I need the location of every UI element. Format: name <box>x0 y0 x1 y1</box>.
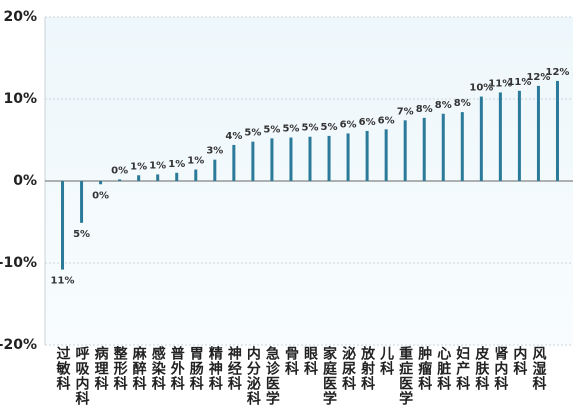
bar <box>118 179 122 181</box>
bar <box>536 85 540 181</box>
value-label: 1% <box>168 159 185 170</box>
value-label: 11% <box>507 77 531 88</box>
x-tick-label: 呼吸内科 <box>73 346 90 406</box>
bar <box>289 137 293 181</box>
value-label: 1% <box>130 161 147 172</box>
y-tick-label: -10% <box>0 255 37 271</box>
x-tick-label: 重症医学 <box>397 346 414 406</box>
value-label: 12% <box>546 67 570 78</box>
x-tick-label: 皮肤科 <box>473 346 490 391</box>
value-label: 5% <box>302 123 319 134</box>
value-label: 3% <box>206 146 223 157</box>
value-label: 4% <box>225 131 242 142</box>
x-tick-label: 内科 <box>511 346 528 376</box>
x-tick-label: 心脏科 <box>435 346 452 391</box>
bar <box>403 120 407 181</box>
bar <box>175 172 179 181</box>
y-tick-label: 0% <box>13 173 37 189</box>
value-label: 0% <box>111 165 128 176</box>
x-tick-label: 内分泌科 <box>244 346 261 406</box>
x-tick-label: 病理科 <box>92 346 109 391</box>
bar <box>156 174 160 181</box>
x-tick-label: 眼科 <box>302 346 318 376</box>
bar <box>422 117 426 181</box>
bar <box>137 175 141 181</box>
value-label: 6% <box>340 119 357 130</box>
x-tick-label: 家庭医学 <box>321 346 338 406</box>
value-label: 5% <box>73 229 90 240</box>
value-label: 8% <box>454 98 471 109</box>
value-label: 12% <box>526 72 550 83</box>
x-tick-label: 放射科 <box>359 346 376 391</box>
y-tick-label: 10% <box>3 91 37 107</box>
value-label: 5% <box>263 124 280 135</box>
x-tick-label: 普外科 <box>168 346 185 391</box>
value-label: 5% <box>244 128 261 139</box>
bar <box>479 96 483 181</box>
value-label: 1% <box>187 156 204 167</box>
bar <box>251 141 255 181</box>
bar <box>346 133 350 181</box>
x-tick-label: 胃肠科 <box>187 346 204 391</box>
bar <box>555 80 559 181</box>
x-tick-label: 急诊医学 <box>263 346 280 406</box>
bar <box>441 113 445 181</box>
bar <box>384 129 388 181</box>
x-tick-label: 神经科 <box>225 346 242 391</box>
value-label: 7% <box>397 106 414 117</box>
value-label: 1% <box>149 160 166 171</box>
bar <box>327 135 331 181</box>
bar <box>270 138 274 181</box>
x-tick-label: 儿科 <box>378 346 395 376</box>
x-tick-label: 骨科 <box>282 346 299 376</box>
bar <box>308 136 312 181</box>
bar <box>232 144 236 181</box>
value-label: 6% <box>378 115 395 126</box>
x-tick-label: 过敏科 <box>54 346 71 391</box>
bar <box>213 159 217 181</box>
bar <box>498 92 502 181</box>
value-label: 5% <box>282 124 299 135</box>
x-tick-label: 麻醉科 <box>130 346 147 391</box>
value-label: 5% <box>321 122 338 133</box>
value-label: 10% <box>469 83 493 94</box>
y-tick-label: 20% <box>3 9 37 25</box>
value-label: 6% <box>359 117 376 128</box>
x-tick-label: 肾内科 <box>492 346 509 391</box>
value-label: 8% <box>416 104 433 115</box>
x-tick-label: 肿瘤科 <box>416 346 433 391</box>
x-tick-label: 妇产科 <box>454 346 471 391</box>
x-tick-label: 泌尿科 <box>340 346 357 391</box>
bar <box>61 181 65 270</box>
bar <box>460 112 464 181</box>
bar <box>80 181 84 223</box>
value-label: 11% <box>488 78 512 89</box>
value-label: 11% <box>51 276 75 287</box>
x-tick-label: 感染科 <box>149 346 166 391</box>
x-tick-label: 精神科 <box>206 346 223 391</box>
bar <box>99 181 103 185</box>
bar <box>517 90 521 181</box>
value-label: 0% <box>92 190 109 201</box>
x-tick-label: 风湿科 <box>530 346 547 391</box>
y-tick-label: -20% <box>0 337 37 353</box>
bar <box>194 169 198 181</box>
bar <box>365 130 369 181</box>
value-label: 8% <box>435 100 452 111</box>
x-tick-label: 整形科 <box>111 346 128 391</box>
